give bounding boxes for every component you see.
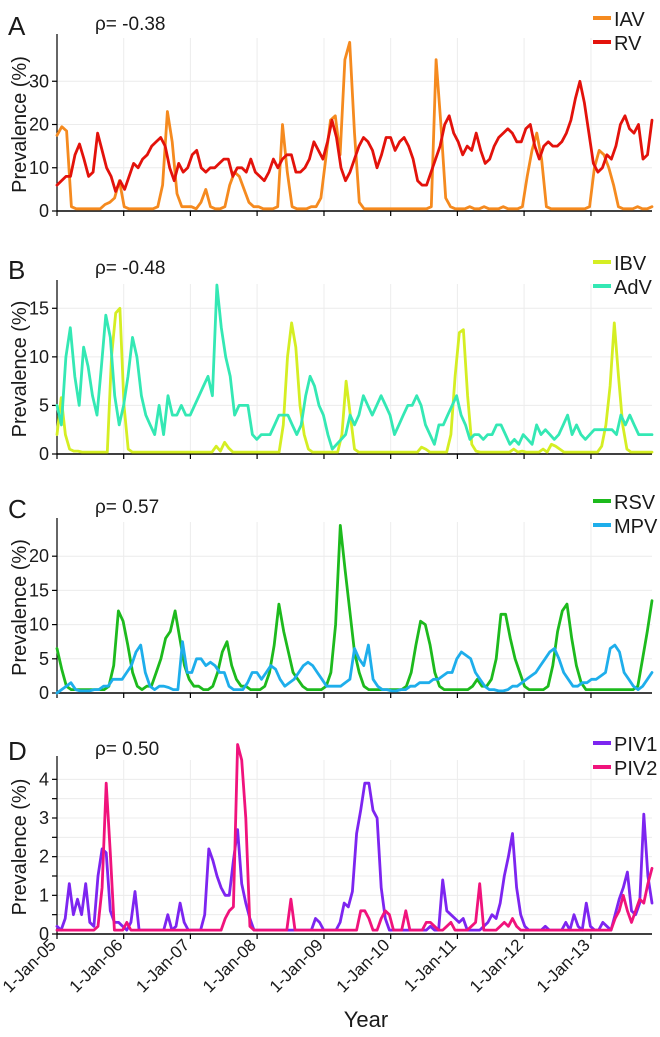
series-line-ibv — [55, 306, 654, 454]
y-tick-label: 15 — [29, 580, 49, 600]
shared-x-axis: 1-Jan-05 1-Jan-06 1-Jan-07 1-Jan-08 1-Jan-09… — [0, 935, 594, 1032]
y-axis-label: Prevalence (%) — [9, 56, 31, 193]
y-tick-label: 0 — [39, 924, 49, 944]
y-tick-label: 15 — [29, 298, 49, 318]
y-tick-label: 30 — [29, 71, 49, 91]
panel-label: C — [8, 494, 27, 524]
x-tick-label: 1-Jan-07 — [132, 935, 193, 996]
correlation-annotation: ρ= 0.57 — [95, 497, 159, 518]
x-tick-label: 1-Jan-06 — [66, 935, 127, 996]
x-tick-label: 1-Jan-09 — [266, 935, 327, 996]
y-tick-label: 10 — [29, 347, 49, 367]
y-tick-label: 20 — [29, 546, 49, 566]
legend-label-iav: IAV — [614, 9, 645, 31]
y-axis-label: Prevalence (%) — [9, 539, 31, 676]
x-tick-label: 1-Jan-13 — [533, 935, 594, 996]
x-tick-label: 1-Jan-05 — [0, 935, 60, 996]
legend-label-piv1: PIV1 — [614, 734, 657, 756]
y-axis-label: Prevalence (%) — [9, 301, 31, 438]
y-tick-label: 2 — [39, 847, 49, 867]
y-tick-label: 20 — [29, 115, 49, 135]
y-tick-label: 0 — [39, 201, 49, 221]
series-line-iav — [55, 40, 654, 211]
y-axis-label: Prevalence (%) — [9, 779, 31, 916]
x-tick-label: 1-Jan-11 — [400, 935, 460, 995]
y-tick-label: 5 — [39, 395, 49, 415]
y-tick-label: 0 — [39, 444, 49, 464]
y-tick-label: 10 — [29, 158, 49, 178]
legend-label-rsv: RSV — [614, 492, 656, 514]
correlation-annotation: ρ= -0.38 — [95, 14, 166, 35]
series-line-mpv — [55, 640, 654, 695]
legend-label-rv: RV — [614, 33, 642, 55]
series-line-rsv — [55, 524, 654, 691]
x-axis-label: Year — [344, 1007, 388, 1032]
y-tick-label: 5 — [39, 649, 49, 669]
y-tick-label: 0 — [39, 683, 49, 703]
y-tick-label: 4 — [39, 769, 49, 789]
legend-label-ibv: IBV — [614, 253, 647, 275]
panel-label: A — [8, 11, 26, 41]
series-line-rv — [55, 79, 654, 193]
panel-label: B — [8, 255, 25, 285]
x-tick-label: 1-Jan-10 — [333, 935, 394, 996]
y-tick-label: 1 — [39, 885, 49, 905]
correlation-annotation: ρ= -0.48 — [95, 258, 166, 279]
y-tick-label: 10 — [29, 615, 49, 635]
series-line-adv — [55, 283, 654, 451]
x-tick-label: 1-Jan-08 — [199, 935, 260, 996]
series-line-piv2 — [55, 743, 654, 932]
correlation-annotation: ρ= 0.50 — [95, 739, 159, 760]
legend-label-mpv: MPV — [614, 516, 658, 538]
x-tick-label: 1-Jan-12 — [466, 935, 527, 996]
panel-label: D — [8, 736, 27, 766]
legend-label-piv2: PIV2 — [614, 758, 657, 780]
legend-label-adv: AdV — [614, 277, 652, 299]
y-tick-label: 3 — [39, 808, 49, 828]
